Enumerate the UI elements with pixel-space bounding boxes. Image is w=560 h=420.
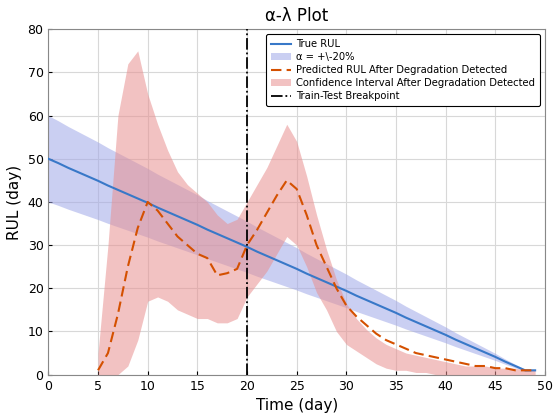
Y-axis label: RUL (day): RUL (day): [7, 164, 22, 239]
Legend: True RUL, α = +\-20%, Predicted RUL After Degradation Detected, Confidence Inter: True RUL, α = +\-20%, Predicted RUL Afte…: [266, 34, 540, 106]
Title: α-λ Plot: α-λ Plot: [265, 7, 328, 25]
X-axis label: Time (day): Time (day): [255, 398, 338, 413]
